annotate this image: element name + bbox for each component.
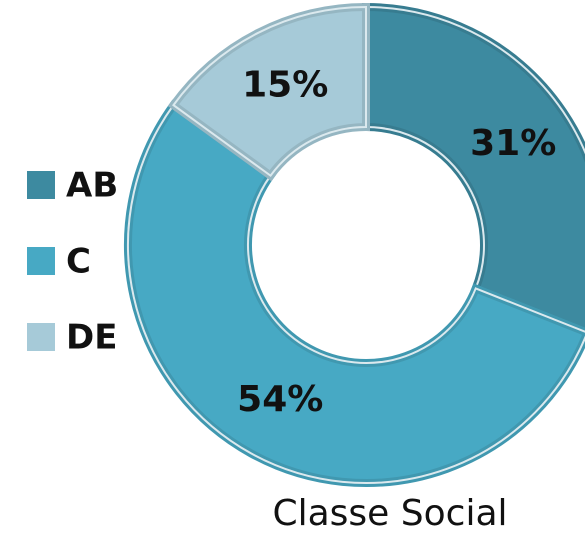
- chart-title: Classe Social: [272, 493, 507, 534]
- segment-gap: [172, 5, 367, 178]
- segment-gap: [127, 103, 585, 484]
- donut-segment: [362, 2, 585, 337]
- segment-gap: [365, 5, 585, 333]
- legend-swatch: [27, 171, 55, 199]
- legend-label: DE: [66, 318, 117, 358]
- legend-swatch: [27, 323, 55, 351]
- legend-swatch: [27, 247, 55, 275]
- legend-label: C: [66, 242, 91, 282]
- data-label: 54%: [237, 379, 323, 420]
- data-label: 15%: [242, 64, 328, 105]
- data-label: 31%: [470, 123, 556, 164]
- legend-label: AB: [66, 166, 118, 206]
